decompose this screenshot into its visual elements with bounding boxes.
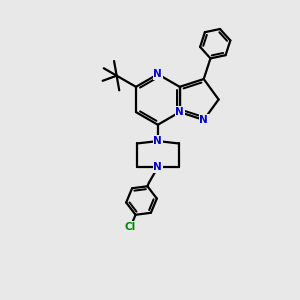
- Text: N: N: [154, 69, 162, 79]
- Text: N: N: [154, 136, 162, 146]
- Text: N: N: [154, 162, 162, 172]
- Text: Cl: Cl: [125, 222, 136, 232]
- Text: N: N: [200, 115, 208, 125]
- Text: N: N: [175, 107, 184, 117]
